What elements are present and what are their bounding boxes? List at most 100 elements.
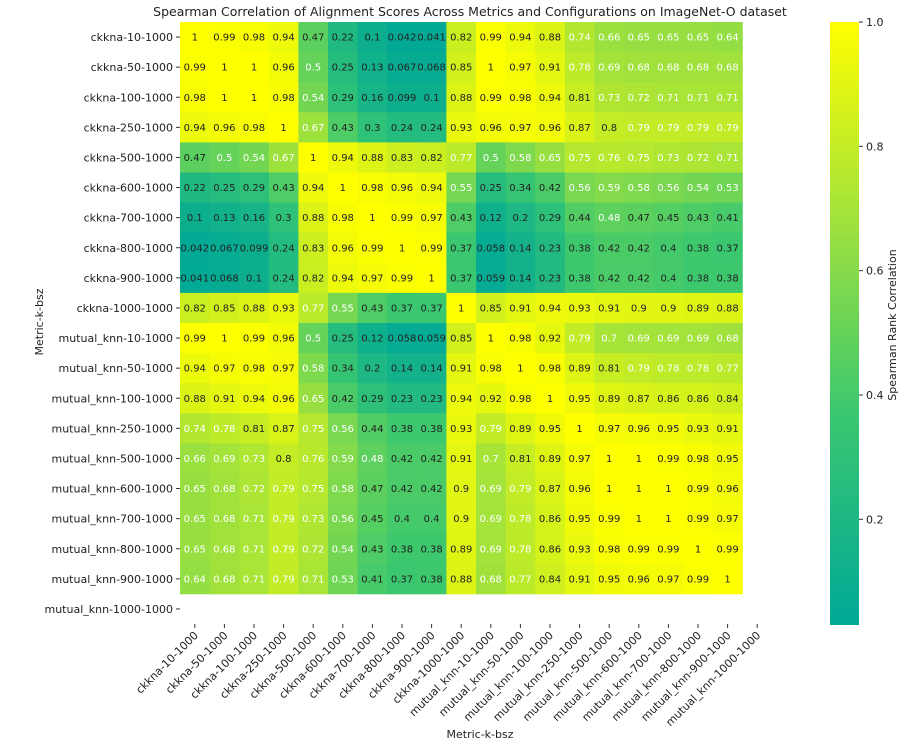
heatmap-cell [357,383,388,414]
heatmap-cell [387,503,418,535]
heatmap-cell [239,232,270,264]
cell-value-label: 0.56 [568,183,590,194]
cell-value-label: 0.68 [687,63,709,74]
heatmap-cell [564,443,595,474]
heatmap-cell [357,292,388,324]
heatmap-cell [328,262,358,294]
cell-value-label: 1 [221,93,227,104]
heatmap-cell [239,22,270,53]
heatmap-cell [387,52,418,83]
cell-value-label: 0.89 [687,303,709,314]
heatmap-cell [683,202,714,234]
cell-value-label: 0.69 [657,334,679,345]
heatmap-cell [387,323,418,354]
heatmap-cell [683,383,714,414]
cell-value-label: 0.96 [716,484,738,495]
cell-value-label: 0.067 [388,63,417,74]
cell-value-label: 1 [369,213,375,224]
cell-value-label: 0.99 [716,544,738,555]
heatmap-cell [535,232,566,264]
heatmap-cell [268,82,299,113]
cell-value-label: 0.89 [450,544,472,555]
heatmap-cell [180,353,210,384]
heatmap-cell [683,22,714,53]
cell-value-label: 0.71 [716,93,738,104]
cell-value-label: 0.65 [687,33,709,44]
cell-value-label: 0.54 [332,544,354,555]
cell-value-label: 0.78 [657,364,679,375]
cell-value-label: 0.95 [568,514,590,525]
heatmap-cell [624,112,654,143]
heatmap-cell [328,142,358,173]
colorbar-ticks: 0.2 0.4 0.6 0.8 1.0 [859,16,884,526]
heatmap-cell [298,323,329,354]
cell-value-label: 0.42 [628,243,650,254]
cell-value-label: 0.068 [210,273,239,284]
cell-value-label: 0.56 [657,183,679,194]
heatmap-cell [239,112,270,143]
cell-value-label: 0.97 [716,514,738,525]
heatmap-cell [298,533,329,565]
cell-value-label: 1 [221,63,227,74]
heatmap-cell [446,383,477,414]
heatmap-cell [268,533,299,565]
heatmap-cell [683,413,714,444]
heatmap-cell [180,202,210,234]
cell-value-label: 0.38 [391,544,413,555]
cell-value-label: 0.96 [480,123,502,134]
heatmap-cell [268,232,299,264]
cell-value-label: 0.93 [687,424,709,435]
heatmap-cell [328,82,358,113]
heatmap-cell [328,383,358,414]
cell-value-label: 0.89 [568,364,590,375]
cell-value-label: 0.98 [332,213,354,224]
cell-value-label: 0.98 [509,394,531,405]
heatmap-cell [624,443,654,474]
colorbar: 0.2 0.4 0.6 0.8 1.0 Spearman Rank Correlatio… [830,16,899,625]
y-tick-label: ckkna-900-1000 [84,272,173,285]
heatmap-cell [180,473,210,504]
cell-value-label: 0.34 [332,364,354,375]
y-tick-label: ckkna-800-1000 [84,242,173,255]
cell-value-label: 0.65 [184,544,206,555]
cell-value-label: 0.71 [657,93,679,104]
cell-value-label: 0.96 [213,123,235,134]
cell-value-label: 0.41 [716,213,738,224]
heatmap-cell [180,262,210,294]
cell-value-label: 0.91 [450,364,472,375]
cell-value-label: 0.96 [272,334,294,345]
heatmap-cell [594,292,625,324]
heatmap-cell [416,262,447,294]
y-axis-label: Metric-k-bsz [33,288,46,355]
heatmap-cell [180,323,210,354]
heatmap-cell [298,172,329,203]
y-tick-label: ckkna-50-1000 [91,61,173,74]
heatmap-cell [564,22,595,53]
heatmap-cell [416,443,447,474]
cell-value-label: 1 [310,153,316,164]
heatmap-cell [268,172,299,203]
heatmap-cell [209,82,240,113]
cell-value-label: 0.58 [509,153,531,164]
heatmap-cell [653,533,684,565]
heatmap-cell [476,383,506,414]
heatmap-cell [535,443,566,474]
cell-value-label: 0.9 [453,484,469,495]
heatmap-cell [357,563,388,595]
cell-value-label: 0.98 [480,364,502,375]
cell-value-label: 0.99 [420,243,442,254]
heatmap-cell [535,262,566,294]
heatmap-cell [268,473,299,504]
cell-value-label: 0.96 [332,243,354,254]
cell-value-label: 0.44 [568,213,590,224]
heatmap-cell [357,202,388,234]
cell-value-label: 0.83 [302,243,324,254]
heatmap-cell [268,563,299,595]
heatmap-cell [712,533,743,565]
cell-value-label: 0.67 [272,153,294,164]
heatmap-cell [298,112,329,143]
cell-value-label: 1 [488,334,494,345]
heatmap-cell [594,563,625,595]
cell-value-label: 0.53 [332,574,354,585]
cell-value-label: 0.99 [598,514,620,525]
